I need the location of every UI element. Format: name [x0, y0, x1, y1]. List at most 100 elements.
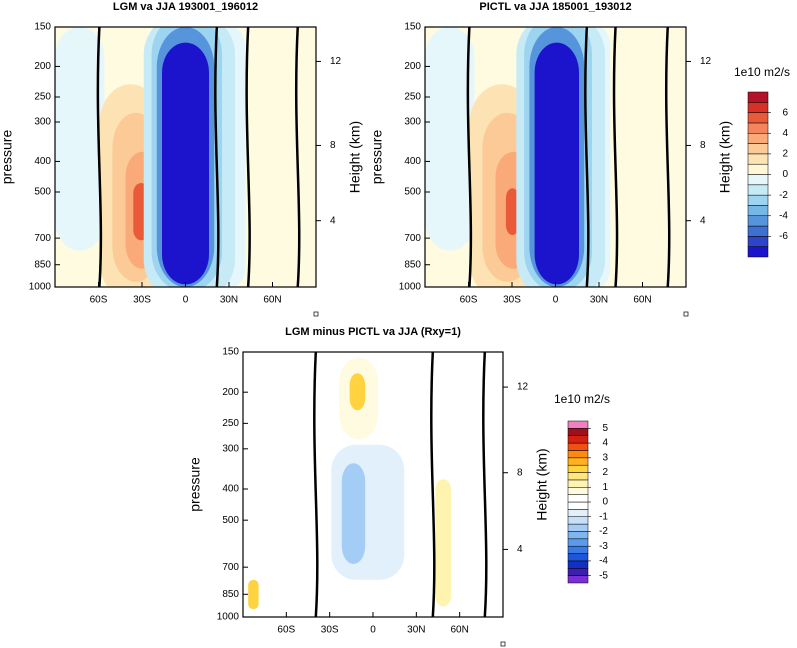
- colorbar-tick-label: -6: [779, 231, 788, 242]
- zero-contour: [294, 27, 301, 287]
- contour-fill: [162, 42, 209, 285]
- colorbar-box: [567, 472, 589, 481]
- colorbar-box: [747, 184, 769, 196]
- colorbar-box: [747, 133, 769, 144]
- contour-fill: [505, 188, 519, 235]
- zero-contour: [664, 27, 671, 287]
- y2-tick-label: 12: [700, 56, 712, 67]
- x-tick-label: 60S: [90, 295, 108, 306]
- y-tick-label: 700: [222, 562, 239, 573]
- colorbar-box: [747, 205, 769, 216]
- colorbar-box: [567, 457, 589, 466]
- corner-marker: [683, 311, 689, 317]
- y-tick-label: 500: [404, 187, 421, 198]
- colorbar-tick-label: -2: [599, 526, 608, 537]
- x-tick-label: 60N: [263, 295, 281, 306]
- x-tick-label: 60N: [633, 295, 651, 306]
- colorbar-box: [747, 143, 769, 155]
- y-tick-label: 700: [404, 233, 421, 244]
- colorbar-box: [567, 501, 589, 510]
- y-tick-label: 1000: [217, 612, 240, 623]
- y-axis-label: pressure: [369, 130, 385, 185]
- contour-fill: [425, 27, 475, 251]
- contour-field: [243, 352, 503, 617]
- y-tick-label: 1000: [29, 282, 52, 293]
- colorbar-box: [747, 102, 769, 113]
- contour-field: [55, 27, 316, 287]
- y-tick-label: 200: [404, 61, 421, 72]
- colorbar-box: [747, 174, 769, 186]
- zero-contour: [430, 352, 436, 617]
- x-tick-label: 30S: [321, 625, 339, 636]
- colorbar-box: [567, 442, 589, 451]
- y2-tick-label: 8: [517, 467, 523, 478]
- y-tick-label: 400: [222, 484, 239, 495]
- y-tick-label: 150: [222, 347, 239, 358]
- colorbar-box: [567, 479, 589, 488]
- colorbar-box: [567, 545, 589, 554]
- y2-tick-label: 4: [700, 215, 706, 226]
- corner-marker: [500, 641, 506, 647]
- colorbar-box: [567, 487, 589, 495]
- colorbar-box: [567, 450, 589, 459]
- colorbar-box: [567, 509, 589, 517]
- x-tick-label: 30N: [407, 625, 425, 636]
- y-tick-label: 200: [222, 387, 239, 398]
- x-tick-label: 60S: [460, 295, 478, 306]
- colorbar-tick-label: 4: [602, 438, 608, 449]
- colorbar-box: [747, 246, 769, 258]
- contour-fill: [435, 479, 451, 607]
- x-tick-label: 0: [553, 295, 559, 306]
- y2-tick-label: 4: [330, 215, 336, 226]
- colorbar-box: [747, 163, 769, 175]
- colorbar-tick-label: -4: [599, 556, 608, 567]
- colorbar-tick-label: 0: [602, 497, 608, 508]
- panel-title: LGM minus PICTL va JJA (Rxy=1): [285, 326, 461, 338]
- x-tick-label: 30S: [133, 295, 151, 306]
- panel-title: PICTL va JJA 185001_193012: [479, 1, 631, 13]
- y-tick-label: 200: [34, 61, 51, 72]
- colorbar-tick-label: -3: [599, 541, 608, 552]
- panel-title: LGM va JJA 193001_196012: [113, 1, 258, 13]
- zero-contour: [482, 352, 488, 617]
- colorbar-tick-label: 0: [782, 169, 788, 180]
- colorbar-box: [567, 560, 589, 569]
- y-tick-label: 250: [222, 418, 239, 429]
- y-tick-label: 850: [34, 259, 51, 270]
- colorbar-box: [567, 435, 589, 444]
- colorbar-tick-label: 6: [782, 107, 788, 118]
- zero-contour: [584, 27, 590, 287]
- zero-contour: [214, 27, 220, 287]
- y-tick-label: 400: [34, 156, 51, 167]
- colorbar-box: [567, 494, 589, 503]
- y-axis-label: pressure: [187, 457, 203, 512]
- colorbar-box: [567, 568, 589, 576]
- colorbar-tick-label: 1: [602, 482, 608, 493]
- y-tick-label: 300: [34, 117, 51, 128]
- y2-axis-label: Height (km): [534, 448, 550, 520]
- zero-contour: [612, 27, 619, 287]
- y-tick-label: 500: [34, 187, 51, 198]
- colorbar-label: 1e10 m2/s: [734, 65, 790, 79]
- y2-tick-label: 12: [330, 56, 342, 67]
- contour-fill: [248, 579, 259, 610]
- x-tick-label: 0: [370, 625, 376, 636]
- x-tick-label: 0: [183, 295, 189, 306]
- colorbar-tick-label: -1: [599, 511, 608, 522]
- y-tick-label: 850: [222, 589, 239, 600]
- colorbar-box: [567, 523, 589, 532]
- corner-marker: [313, 311, 319, 317]
- colorbar-tick-label: 4: [782, 128, 788, 139]
- contour-fill: [534, 42, 579, 285]
- colorbar-tick-label: -5: [599, 570, 608, 581]
- colorbar-box: [747, 112, 769, 124]
- x-tick-label: 30N: [590, 295, 608, 306]
- y-tick-label: 700: [34, 233, 51, 244]
- colorbar-box: [747, 215, 769, 227]
- colorbar-box: [567, 538, 589, 547]
- y-tick-label: 400: [404, 156, 421, 167]
- zero-contour: [466, 27, 473, 287]
- panel: PICTL va JJA 185001_19301215020025030040…: [369, 1, 790, 317]
